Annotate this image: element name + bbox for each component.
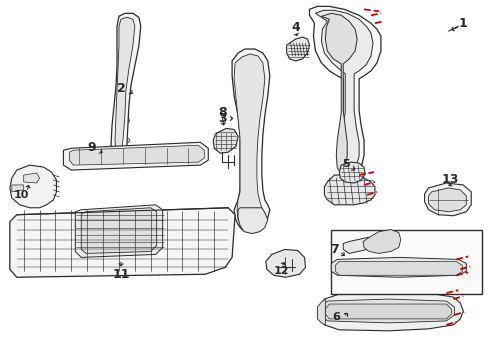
- Bar: [331, 230, 481, 294]
- Polygon shape: [424, 183, 470, 216]
- Polygon shape: [232, 49, 269, 231]
- Polygon shape: [69, 145, 204, 165]
- Polygon shape: [319, 292, 462, 331]
- Polygon shape: [63, 142, 208, 170]
- Polygon shape: [81, 208, 156, 253]
- Polygon shape: [286, 37, 309, 61]
- Polygon shape: [335, 261, 461, 275]
- Text: 12: 12: [273, 266, 289, 276]
- Text: 7: 7: [329, 243, 338, 256]
- Text: 8: 8: [218, 106, 226, 119]
- Polygon shape: [331, 257, 466, 277]
- Polygon shape: [24, 173, 40, 183]
- Polygon shape: [75, 205, 163, 257]
- Text: 3: 3: [218, 112, 226, 125]
- Polygon shape: [321, 299, 453, 323]
- Polygon shape: [238, 208, 267, 234]
- Text: 1: 1: [458, 17, 467, 30]
- Polygon shape: [265, 249, 305, 277]
- Text: 5: 5: [342, 159, 349, 169]
- Polygon shape: [362, 230, 400, 253]
- Polygon shape: [315, 10, 372, 178]
- Text: 13: 13: [441, 172, 458, 185]
- Polygon shape: [325, 304, 450, 319]
- Text: 6: 6: [332, 312, 340, 322]
- Polygon shape: [12, 185, 24, 192]
- Polygon shape: [317, 299, 325, 325]
- Polygon shape: [10, 208, 235, 277]
- Text: 2: 2: [116, 82, 125, 95]
- Text: 11: 11: [112, 268, 129, 281]
- Polygon shape: [339, 162, 365, 183]
- Polygon shape: [111, 13, 141, 162]
- Text: 10: 10: [14, 190, 29, 200]
- Text: 4: 4: [291, 21, 299, 34]
- Polygon shape: [213, 129, 238, 153]
- Polygon shape: [10, 165, 56, 208]
- Polygon shape: [324, 175, 374, 205]
- Polygon shape: [309, 6, 380, 182]
- Text: 9: 9: [87, 141, 95, 154]
- Polygon shape: [343, 235, 390, 253]
- Polygon shape: [115, 17, 135, 158]
- Polygon shape: [427, 188, 466, 212]
- Polygon shape: [234, 54, 264, 228]
- Polygon shape: [321, 13, 356, 172]
